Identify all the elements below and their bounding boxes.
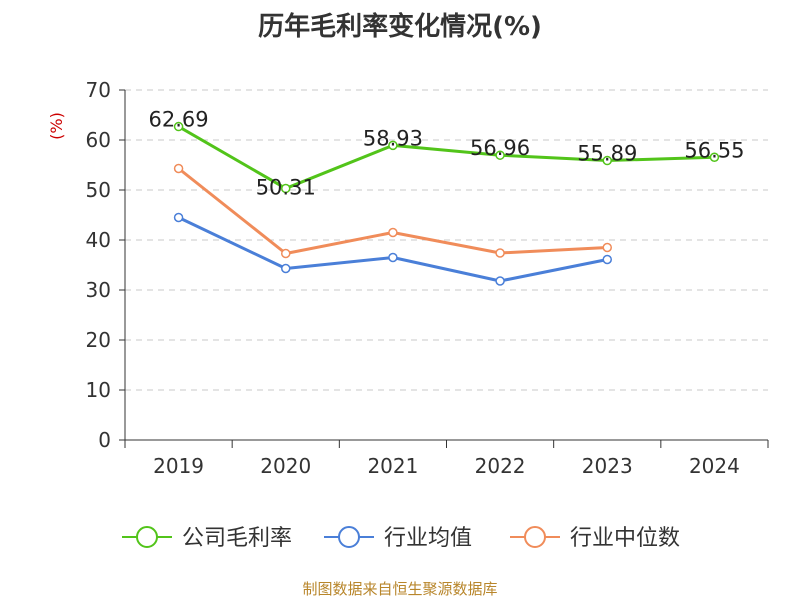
y-tick-label: 10	[86, 378, 111, 402]
data-point[interactable]	[281, 263, 291, 274]
data-point[interactable]	[388, 140, 398, 151]
x-tick-label: 2024	[689, 454, 740, 478]
data-point[interactable]	[602, 254, 612, 265]
data-point[interactable]	[495, 150, 505, 160]
data-point[interactable]	[173, 121, 184, 132]
data-label: 58.93	[363, 126, 423, 150]
y-tick-label: 20	[86, 328, 111, 352]
legend-label: 公司毛利率	[182, 526, 292, 551]
data-point[interactable]	[495, 248, 505, 258]
data-point[interactable]	[495, 276, 505, 286]
y-tick-label: 40	[86, 228, 111, 252]
legend-item[interactable]: 行业中位数	[510, 526, 680, 551]
legend-item[interactable]: 公司毛利率	[122, 526, 292, 551]
legend-marker	[338, 526, 360, 548]
x-tick-label: 2021	[367, 454, 418, 478]
data-point[interactable]	[281, 248, 291, 259]
series-lines	[173, 121, 720, 286]
data-label: 50.31	[256, 175, 316, 199]
data-point[interactable]	[602, 242, 612, 253]
data-labels: 62.69 50.31 58.93 56.96 55.89 56.55	[149, 108, 745, 200]
data-point[interactable]	[173, 163, 184, 174]
legend-marker	[136, 526, 158, 548]
data-label: 55.89	[577, 142, 637, 166]
gridlines	[125, 89, 768, 391]
legend[interactable]: 公司毛利率 行业均值 行业中位数	[122, 526, 680, 551]
source-note: 制图数据来自恒生聚源数据库	[302, 580, 498, 598]
data-point[interactable]	[388, 227, 398, 238]
legend-label: 行业均值	[384, 526, 472, 551]
series-line	[177, 125, 715, 190]
data-label: 56.55	[684, 138, 744, 162]
y-tick-label: 50	[86, 178, 111, 202]
data-point[interactable]	[388, 252, 398, 263]
y-tick-label: 30	[86, 278, 111, 302]
x-tick-label: 2022	[475, 454, 526, 478]
data-label: 56.96	[470, 136, 530, 160]
y-tick-label: 60	[86, 128, 111, 152]
legend-label: 行业中位数	[570, 526, 680, 551]
x-tick-label: 2023	[582, 454, 633, 478]
x-tick-label: 2019	[153, 454, 204, 478]
legend-marker	[524, 526, 546, 548]
y-axis-unit: (%)	[47, 112, 66, 140]
axes: 0 10 20 30 40 50 60 70 2019 2020 2021 2022 2023 2024 (…	[47, 78, 769, 478]
data-point[interactable]	[709, 152, 720, 162]
x-tick-label: 2020	[260, 454, 311, 478]
series-line	[177, 167, 608, 255]
legend-item[interactable]: 行业均值	[324, 526, 472, 551]
series-line	[177, 216, 608, 283]
chart-title: 历年毛利率变化情况(%)	[258, 12, 542, 42]
y-tick-label: 70	[86, 78, 111, 102]
data-label: 62.69	[149, 108, 209, 132]
data-point[interactable]	[281, 183, 291, 194]
data-point[interactable]	[173, 212, 184, 223]
data-point[interactable]	[602, 155, 612, 166]
y-tick-label: 0	[98, 428, 111, 452]
